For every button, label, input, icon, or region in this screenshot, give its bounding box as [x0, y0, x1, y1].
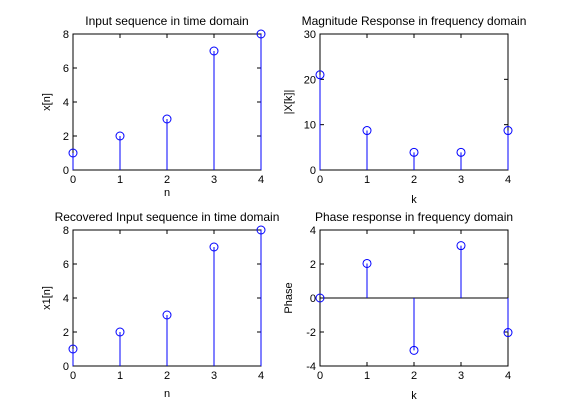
stem-marker — [503, 126, 513, 136]
x-tick-label: 3 — [211, 174, 217, 186]
y-tick-label: 6 — [63, 259, 69, 271]
x-tick-label: 0 — [70, 370, 76, 382]
x-tick-label: 2 — [164, 174, 170, 186]
x-axis-label: n — [164, 187, 170, 199]
x-axis-label: k — [411, 390, 417, 402]
y-axis-label: x[n] — [41, 93, 53, 111]
plot-title: Phase response in frequency domain — [315, 210, 513, 224]
y-tick-label: 0 — [63, 165, 69, 177]
x-tick-label: 2 — [164, 370, 170, 382]
y-tick-label: 20 — [304, 74, 316, 86]
x-tick-label: 1 — [364, 174, 370, 186]
x-tick-label: 3 — [211, 370, 217, 382]
y-axis-label: Phase — [283, 282, 295, 313]
plot-area: 0 1 2 3 4 0 10 20 30 — [304, 29, 513, 186]
x-axis-label: k — [411, 194, 417, 206]
y-tick-label: 10 — [304, 120, 316, 132]
x-tick-label: 1 — [117, 370, 123, 382]
stem-marker — [162, 310, 172, 320]
stem-marker — [68, 344, 78, 354]
panel-input-sequence: Input sequence in time domain 0 1 2 3 4 0 2 4 6 8… — [41, 14, 266, 199]
x-tick-label: 0 — [317, 370, 323, 382]
stem-marker — [503, 328, 513, 338]
stem-marker — [115, 327, 125, 337]
stem-marker — [162, 114, 172, 124]
stem-marker — [68, 148, 78, 158]
y-tick-label: 0 — [310, 165, 316, 177]
plot-title: Recovered Input sequence in time domain — [55, 210, 280, 224]
panel-recovered-input: Recovered Input sequence in time domain … — [41, 210, 279, 400]
y-tick-label: 0 — [310, 293, 316, 305]
y-tick-label: 6 — [63, 63, 69, 75]
y-tick-label: 4 — [63, 97, 69, 109]
y-tick-label: 8 — [63, 29, 69, 41]
plot-area: 0 1 2 3 4 0 2 4 6 8 — [63, 225, 266, 382]
x-tick-label: 3 — [458, 370, 464, 382]
stem-marker — [115, 131, 125, 141]
plot-area: 0 1 2 3 4 0 2 4 6 8 — [63, 29, 266, 186]
stem-marker — [409, 345, 419, 355]
x-tick-label: 2 — [411, 370, 417, 382]
x-tick-label: 4 — [258, 370, 264, 382]
stem-marker — [209, 242, 219, 252]
x-tick-label: 4 — [258, 174, 264, 186]
plot-area: 0 1 2 3 4 -4 -2 0 2 4 — [306, 225, 513, 382]
y-tick-label: 2 — [63, 131, 69, 143]
panel-phase-response: Phase response in frequency domain 0 1 2 3 4… — [283, 210, 513, 402]
x-tick-label: 0 — [317, 174, 323, 186]
stem-marker — [256, 29, 266, 39]
x-axis-label: n — [164, 388, 170, 400]
x-tick-label: 4 — [505, 174, 511, 186]
plot-title: Input sequence in time domain — [85, 14, 248, 28]
plot-title: Magnitude Response in frequency domain — [302, 14, 527, 28]
y-axis-label: |X[k]| — [283, 90, 295, 115]
stem-marker — [362, 126, 372, 136]
x-tick-label: 2 — [411, 174, 417, 186]
y-tick-label: 4 — [310, 225, 316, 237]
x-tick-label: 0 — [70, 174, 76, 186]
stem-marker — [409, 147, 419, 157]
stem-marker — [315, 293, 325, 303]
x-tick-label: 1 — [117, 174, 123, 186]
stem-marker — [256, 225, 266, 235]
x-tick-label: 3 — [458, 174, 464, 186]
y-tick-label: 8 — [63, 225, 69, 237]
axes-box — [319, 33, 509, 171]
y-tick-label: 2 — [310, 259, 316, 271]
panel-magnitude-response: Magnitude Response in frequency domain 0… — [283, 14, 526, 206]
y-tick-label: 30 — [304, 29, 316, 41]
stem-marker — [315, 70, 325, 80]
y-tick-label: -2 — [306, 327, 316, 339]
x-tick-label: 1 — [364, 370, 370, 382]
x-tick-label: 4 — [505, 370, 511, 382]
y-axis-label: x1[n] — [41, 286, 53, 310]
stem-marker — [209, 46, 219, 56]
stem-marker — [362, 258, 372, 268]
y-tick-label: 4 — [63, 293, 69, 305]
stem-marker — [456, 241, 466, 251]
y-tick-label: 0 — [63, 361, 69, 373]
y-tick-label: 2 — [63, 327, 69, 339]
y-tick-label: -4 — [306, 361, 316, 373]
stem-marker — [456, 147, 466, 157]
